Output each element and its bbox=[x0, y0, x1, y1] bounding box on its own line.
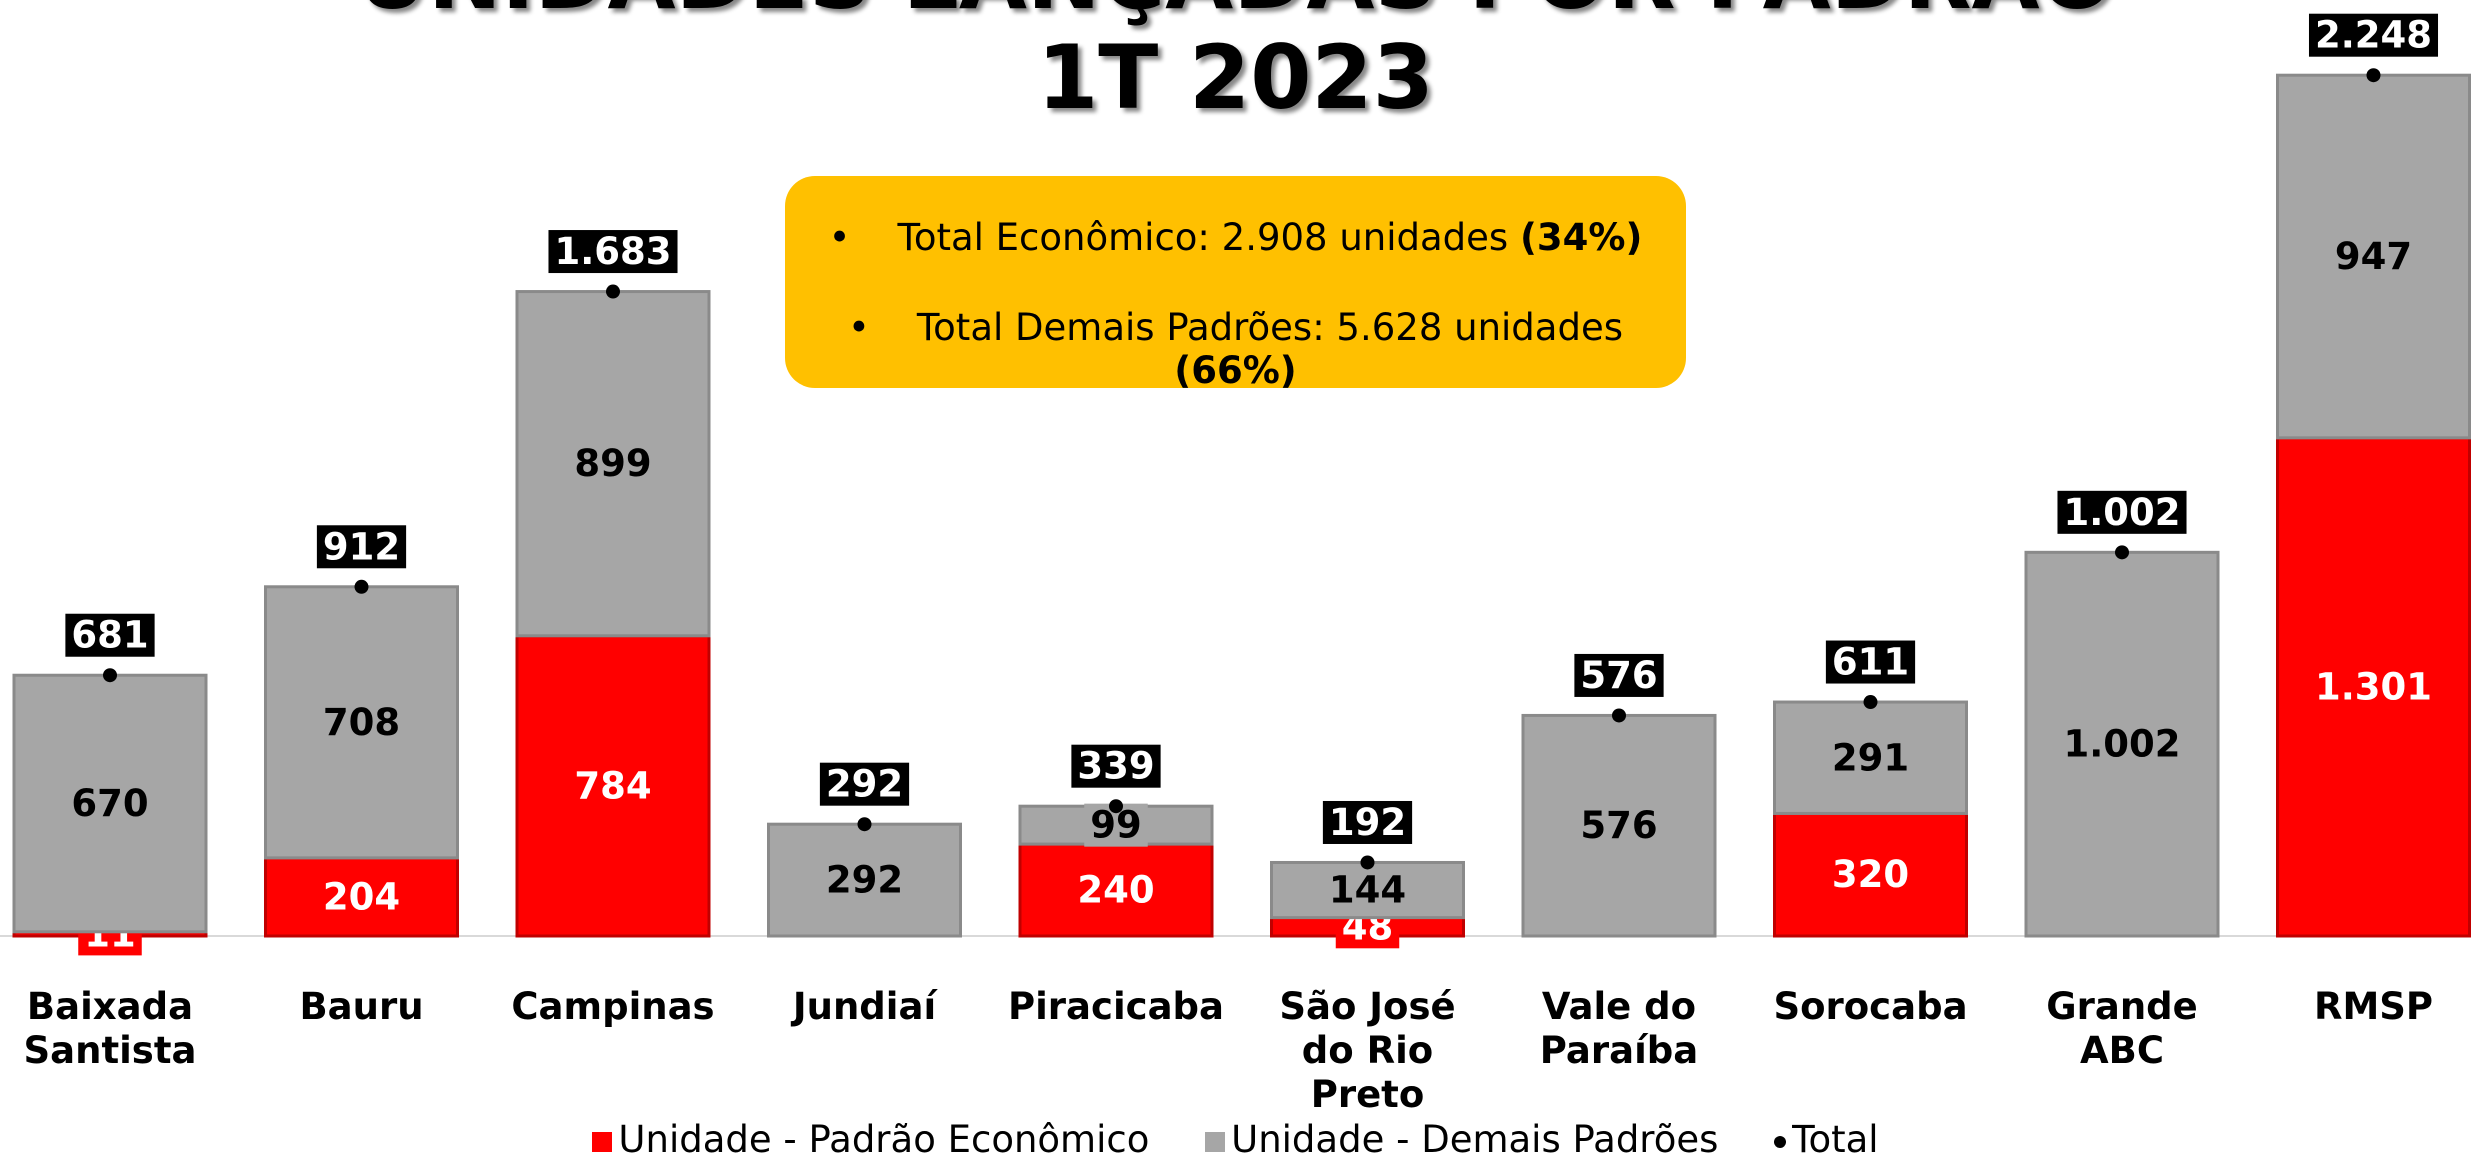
data-label: 144 bbox=[1329, 869, 1406, 912]
total-label-bg bbox=[2308, 13, 2439, 57]
x-tick-label: Campinas bbox=[511, 985, 715, 1028]
total-label: 339 bbox=[1077, 745, 1154, 788]
total-dot bbox=[1360, 855, 1375, 870]
total-label-bg bbox=[819, 762, 910, 806]
data-label-bg bbox=[1825, 736, 1916, 780]
legend-swatch bbox=[1774, 1135, 1787, 1148]
x-tick-label: Sorocaba bbox=[1773, 985, 1968, 1028]
data-label-bg bbox=[316, 700, 407, 744]
data-label: 320 bbox=[1832, 853, 1909, 896]
total-label: 611 bbox=[1832, 641, 1909, 684]
data-label: 576 bbox=[1580, 804, 1657, 847]
data-label: 899 bbox=[574, 442, 651, 485]
annotation-text: Total Econômico: 2.908 unidades bbox=[897, 216, 1509, 259]
legend-label: Unidade - Demais Padrões bbox=[1231, 1118, 1719, 1156]
total-label: 192 bbox=[1329, 801, 1406, 844]
legend-item: Total bbox=[1774, 1118, 1879, 1156]
data-label-bg bbox=[316, 875, 407, 919]
annotation-box: • Total Econômico: 2.908 unidades (34%) … bbox=[785, 176, 1686, 392]
total-label-bg bbox=[548, 230, 678, 274]
data-label: 784 bbox=[574, 764, 651, 807]
data-label-bg bbox=[819, 858, 910, 902]
data-label: 708 bbox=[323, 701, 400, 744]
total-label: 681 bbox=[71, 614, 148, 657]
x-tick-label: Vale do Paraíba bbox=[1539, 985, 1699, 1072]
data-label-bg bbox=[568, 442, 658, 486]
data-label-bg bbox=[1322, 868, 1413, 912]
x-tick-label: Baixada Santista bbox=[23, 985, 197, 1072]
total-label-bg bbox=[65, 613, 155, 657]
legend: Unidade - Padrão Econômico Unidade - Dem… bbox=[0, 1118, 2471, 1156]
legend-label: Unidade - Padrão Econômico bbox=[618, 1118, 1150, 1156]
total-dot bbox=[2115, 545, 2129, 560]
data-label: 1.002 bbox=[2063, 723, 2180, 766]
bar-segment bbox=[515, 634, 711, 938]
total-dot bbox=[606, 284, 620, 299]
total-label-bg bbox=[1825, 640, 1916, 684]
annotation-bold: (34%) bbox=[1519, 216, 1643, 259]
total-dot bbox=[1612, 708, 1626, 723]
data-label: 204 bbox=[323, 875, 400, 918]
data-label-bg bbox=[1071, 868, 1161, 912]
x-tick-label: Bauru bbox=[299, 985, 424, 1028]
chart-title: UNIDADES LANÇADAS POR PADRÃO bbox=[0, 0, 2471, 29]
data-label-bg bbox=[2308, 665, 2439, 709]
total-label: 2.248 bbox=[2315, 14, 2432, 57]
x-tick-label: RMSP bbox=[2313, 985, 2434, 1028]
total-label: 576 bbox=[1580, 654, 1657, 697]
total-label-bg bbox=[2057, 490, 2187, 534]
legend-item: Unidade - Demais Padrões bbox=[1205, 1118, 1718, 1156]
data-label-bg bbox=[2057, 722, 2187, 766]
x-tick-label: São José do Rio Preto bbox=[1279, 985, 1456, 1116]
x-tick-label: Grande ABC bbox=[2046, 985, 2198, 1072]
data-label: 1.301 bbox=[2315, 665, 2432, 708]
data-label-bg bbox=[2328, 235, 2419, 279]
data-label: 292 bbox=[826, 859, 903, 902]
total-dot bbox=[2366, 68, 2381, 83]
total-label-bg bbox=[316, 525, 407, 569]
total-dot bbox=[1109, 799, 1123, 814]
total-dot bbox=[103, 668, 117, 683]
total-label: 1.683 bbox=[554, 230, 671, 273]
total-label-bg bbox=[1574, 653, 1664, 697]
total-label-bg bbox=[1322, 800, 1413, 844]
total-label: 292 bbox=[826, 763, 903, 806]
data-label-bg bbox=[568, 764, 658, 808]
total-label: 912 bbox=[323, 525, 400, 568]
data-label-bg bbox=[1825, 853, 1916, 897]
data-label: 670 bbox=[71, 782, 148, 825]
total-dot bbox=[1863, 695, 1878, 710]
x-tick-label: Piracicaba bbox=[1008, 985, 1224, 1028]
total-dot bbox=[354, 579, 369, 594]
annotation: • Total Demais Padrões: 5.628 unidades (… bbox=[847, 306, 1623, 392]
legend-label: Total bbox=[1792, 1118, 1879, 1156]
data-label-bg bbox=[1574, 804, 1664, 848]
annotation-bold: (66%) bbox=[1174, 349, 1297, 392]
data-label: 291 bbox=[1832, 736, 1909, 779]
annotation: • Total Econômico: 2.908 unidades (34%) bbox=[828, 216, 1643, 259]
data-label: 240 bbox=[1077, 869, 1154, 912]
total-label-bg bbox=[1071, 744, 1161, 788]
data-label-bg bbox=[65, 782, 155, 826]
x-tick-label: Jundiaí bbox=[792, 985, 937, 1028]
legend-swatch bbox=[592, 1132, 613, 1152]
total-dot bbox=[857, 817, 872, 832]
legend-swatch bbox=[1205, 1132, 1226, 1152]
annotation-text: Total Demais Padrões: 5.628 unidades bbox=[916, 306, 1623, 349]
data-label: 947 bbox=[2335, 235, 2412, 278]
chart-subtitle: 1T 2023 bbox=[1037, 26, 1434, 129]
legend-item: Unidade - Padrão Econômico bbox=[592, 1118, 1149, 1156]
total-label: 1.002 bbox=[2063, 491, 2180, 534]
